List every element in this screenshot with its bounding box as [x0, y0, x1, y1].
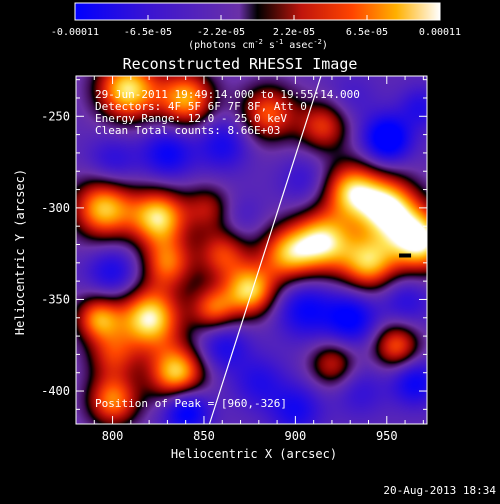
plot-marks	[208, 75, 412, 425]
colorbar-tick-label: -2.2e-05	[197, 27, 245, 38]
axis-ticks: 800 850 900 950 -250 -300 -350 -400	[41, 76, 427, 443]
x-tick-label: 950	[376, 429, 398, 443]
x-tick-label: 900	[285, 429, 307, 443]
solar-limb-line	[208, 75, 322, 425]
y-tick-label: -350	[41, 292, 70, 306]
colorbar-tick-label: -6.5e-05	[124, 27, 172, 38]
colorbar-tick-label: -0.00011	[51, 27, 99, 38]
colorbar-tick-label: 6.5e-05	[346, 27, 388, 38]
y-axis-title: Heliocentric Y (arcsec)	[13, 169, 27, 335]
plot-frame	[75, 75, 428, 425]
colorbar	[74, 2, 441, 21]
x-tick-label: 800	[102, 429, 124, 443]
y-tick-label: -400	[41, 384, 70, 398]
peak-position-label: Position of Peak = [960,-326]	[95, 397, 287, 410]
y-tick-label: -250	[41, 109, 70, 123]
date-stamp: 20-Aug-2013 18:34	[383, 484, 496, 497]
colorbar-unit: (photons cm-2 s-1 asec-2)	[188, 38, 328, 51]
x-tick-label: 850	[193, 429, 215, 443]
annotation-detectors: Detectors: 4F 5F 6F 7F 8F, Att 0	[95, 100, 307, 113]
colorbar-tick-label: 2.2e-05	[273, 27, 315, 38]
y-tick-label: -300	[41, 201, 70, 215]
annotation-time: 29-Jun-2011 19:49:14.000 to 19:55:14.000	[95, 88, 360, 101]
peak-marker	[399, 253, 412, 258]
x-axis-title: Heliocentric X (arcsec)	[171, 447, 337, 461]
annotation-clean: Clean Total counts: 8.66E+03	[95, 124, 280, 137]
annotation-energy: Energy Range: 12.0 - 25.0 keV	[95, 112, 287, 125]
colorbar-ticks: -0.00011 -6.5e-05 -2.2e-05 2.2e-05 6.5e-05 0.…	[51, 15, 461, 38]
heatmap-image	[76, 76, 427, 424]
colorbar-tick-label: 0.00011	[419, 27, 461, 38]
chart-title: Reconstructed RHESSI Image	[123, 55, 358, 73]
plot-area	[76, 76, 427, 424]
